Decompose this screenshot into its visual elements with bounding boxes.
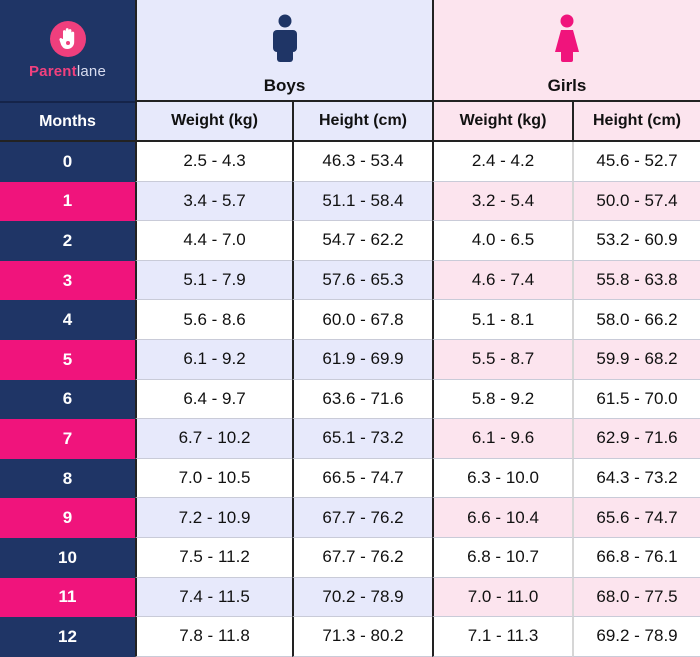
girls-weight-header: Weight (kg) bbox=[432, 102, 572, 142]
girls-group-header: Girls bbox=[432, 0, 700, 102]
boys-height-cell: 66.5 - 74.7 bbox=[292, 458, 432, 499]
boys-weight-cell: 6.4 - 9.7 bbox=[135, 379, 292, 420]
girls-height-cell: 68.0 - 77.5 bbox=[572, 577, 700, 618]
boys-height-cell: 46.3 - 53.4 bbox=[292, 142, 432, 182]
girls-height-cell: 69.2 - 78.9 bbox=[572, 617, 700, 657]
boys-weight-cell: 5.6 - 8.6 bbox=[135, 300, 292, 340]
boys-height-cell: 54.7 - 62.2 bbox=[292, 221, 432, 261]
boys-weight-header: Weight (kg) bbox=[135, 102, 292, 142]
girls-weight-cell: 6.8 - 10.7 bbox=[432, 537, 572, 578]
girls-weight-cell: 4.6 - 7.4 bbox=[432, 260, 572, 301]
month-cell: 0 bbox=[0, 142, 135, 182]
girls-weight-cell: 5.8 - 9.2 bbox=[432, 379, 572, 420]
hand-icon bbox=[49, 21, 86, 57]
girls-weight-cell: 5.1 - 8.1 bbox=[432, 300, 572, 340]
girls-height-cell: 64.3 - 73.2 bbox=[572, 458, 700, 499]
boys-weight-cell: 3.4 - 5.7 bbox=[135, 181, 292, 222]
girls-weight-cell: 6.1 - 9.6 bbox=[432, 419, 572, 459]
boys-height-cell: 67.7 - 76.2 bbox=[292, 537, 432, 578]
boys-height-cell: 70.2 - 78.9 bbox=[292, 577, 432, 618]
girls-weight-cell: 2.4 - 4.2 bbox=[432, 142, 572, 182]
month-cell: 6 bbox=[0, 379, 135, 420]
month-cell: 5 bbox=[0, 339, 135, 380]
girls-height-cell: 45.6 - 52.7 bbox=[572, 142, 700, 182]
month-cell: 11 bbox=[0, 577, 135, 618]
month-cell: 4 bbox=[0, 300, 135, 340]
girls-weight-cell: 3.2 - 5.4 bbox=[432, 181, 572, 222]
boys-height-cell: 60.0 - 67.8 bbox=[292, 300, 432, 340]
boys-weight-cell: 7.2 - 10.9 bbox=[135, 498, 292, 538]
brand-name-part1: Parent bbox=[28, 63, 77, 80]
boys-weight-cell: 7.5 - 11.2 bbox=[135, 537, 292, 578]
girls-height-cell: 59.9 - 68.2 bbox=[572, 339, 700, 380]
girls-height-cell: 66.8 - 76.1 bbox=[572, 537, 700, 578]
month-cell: 3 bbox=[0, 260, 135, 301]
month-cell: 10 bbox=[0, 537, 135, 578]
boys-weight-cell: 4.4 - 7.0 bbox=[135, 221, 292, 261]
girls-weight-cell: 6.6 - 10.4 bbox=[432, 498, 572, 538]
boys-weight-cell: 6.1 - 9.2 bbox=[135, 339, 292, 380]
boys-height-cell: 71.3 - 80.2 bbox=[292, 617, 432, 657]
boys-group-header: Boys bbox=[135, 0, 432, 102]
boys-height-cell: 61.9 - 69.9 bbox=[292, 339, 432, 380]
boys-weight-cell: 6.7 - 10.2 bbox=[135, 419, 292, 459]
month-cell: 1 bbox=[0, 181, 135, 222]
girls-weight-cell: 4.0 - 6.5 bbox=[432, 221, 572, 261]
brand-name-part2: lane bbox=[76, 63, 107, 80]
boys-height-cell: 65.1 - 73.2 bbox=[292, 419, 432, 459]
month-cell: 9 bbox=[0, 498, 135, 538]
girls-height-cell: 50.0 - 57.4 bbox=[572, 181, 700, 222]
boys-height-cell: 63.6 - 71.6 bbox=[292, 379, 432, 420]
boys-height-cell: 67.7 - 76.2 bbox=[292, 498, 432, 538]
girls-height-cell: 65.6 - 74.7 bbox=[572, 498, 700, 538]
girls-weight-cell: 7.0 - 11.0 bbox=[432, 577, 572, 618]
boys-height-header: Height (cm) bbox=[292, 102, 432, 142]
month-cell: 7 bbox=[0, 419, 135, 459]
girls-weight-cell: 6.3 - 10.0 bbox=[432, 458, 572, 499]
girls-weight-cell: 7.1 - 11.3 bbox=[432, 617, 572, 657]
brand-name: Parentlane bbox=[29, 63, 106, 80]
month-cell: 8 bbox=[0, 458, 135, 499]
girls-weight-cell: 5.5 - 8.7 bbox=[432, 339, 572, 380]
girls-height-cell: 55.8 - 63.8 bbox=[572, 260, 700, 301]
month-cell: 2 bbox=[0, 221, 135, 261]
months-column-header: Months bbox=[0, 102, 135, 142]
month-cell: 12 bbox=[0, 617, 135, 657]
girls-height-cell: 61.5 - 70.0 bbox=[572, 379, 700, 420]
boys-height-cell: 51.1 - 58.4 bbox=[292, 181, 432, 222]
girls-height-cell: 58.0 - 66.2 bbox=[572, 300, 700, 340]
girls-height-header: Height (cm) bbox=[572, 102, 700, 142]
girls-label: Girls bbox=[547, 76, 587, 95]
boys-weight-cell: 7.8 - 11.8 bbox=[135, 617, 292, 657]
boys-weight-cell: 5.1 - 7.9 bbox=[135, 260, 292, 301]
boy-icon bbox=[272, 14, 297, 62]
boys-weight-cell: 2.5 - 4.3 bbox=[135, 142, 292, 182]
boys-weight-cell: 7.0 - 10.5 bbox=[135, 458, 292, 499]
girls-height-cell: 53.2 - 60.9 bbox=[572, 221, 700, 261]
boys-weight-cell: 7.4 - 11.5 bbox=[135, 577, 292, 618]
brand-logo: Parentlane bbox=[0, 0, 135, 102]
boys-label: Boys bbox=[263, 76, 306, 95]
girl-icon bbox=[555, 14, 579, 62]
boys-height-cell: 57.6 - 65.3 bbox=[292, 260, 432, 301]
girls-height-cell: 62.9 - 71.6 bbox=[572, 419, 700, 459]
